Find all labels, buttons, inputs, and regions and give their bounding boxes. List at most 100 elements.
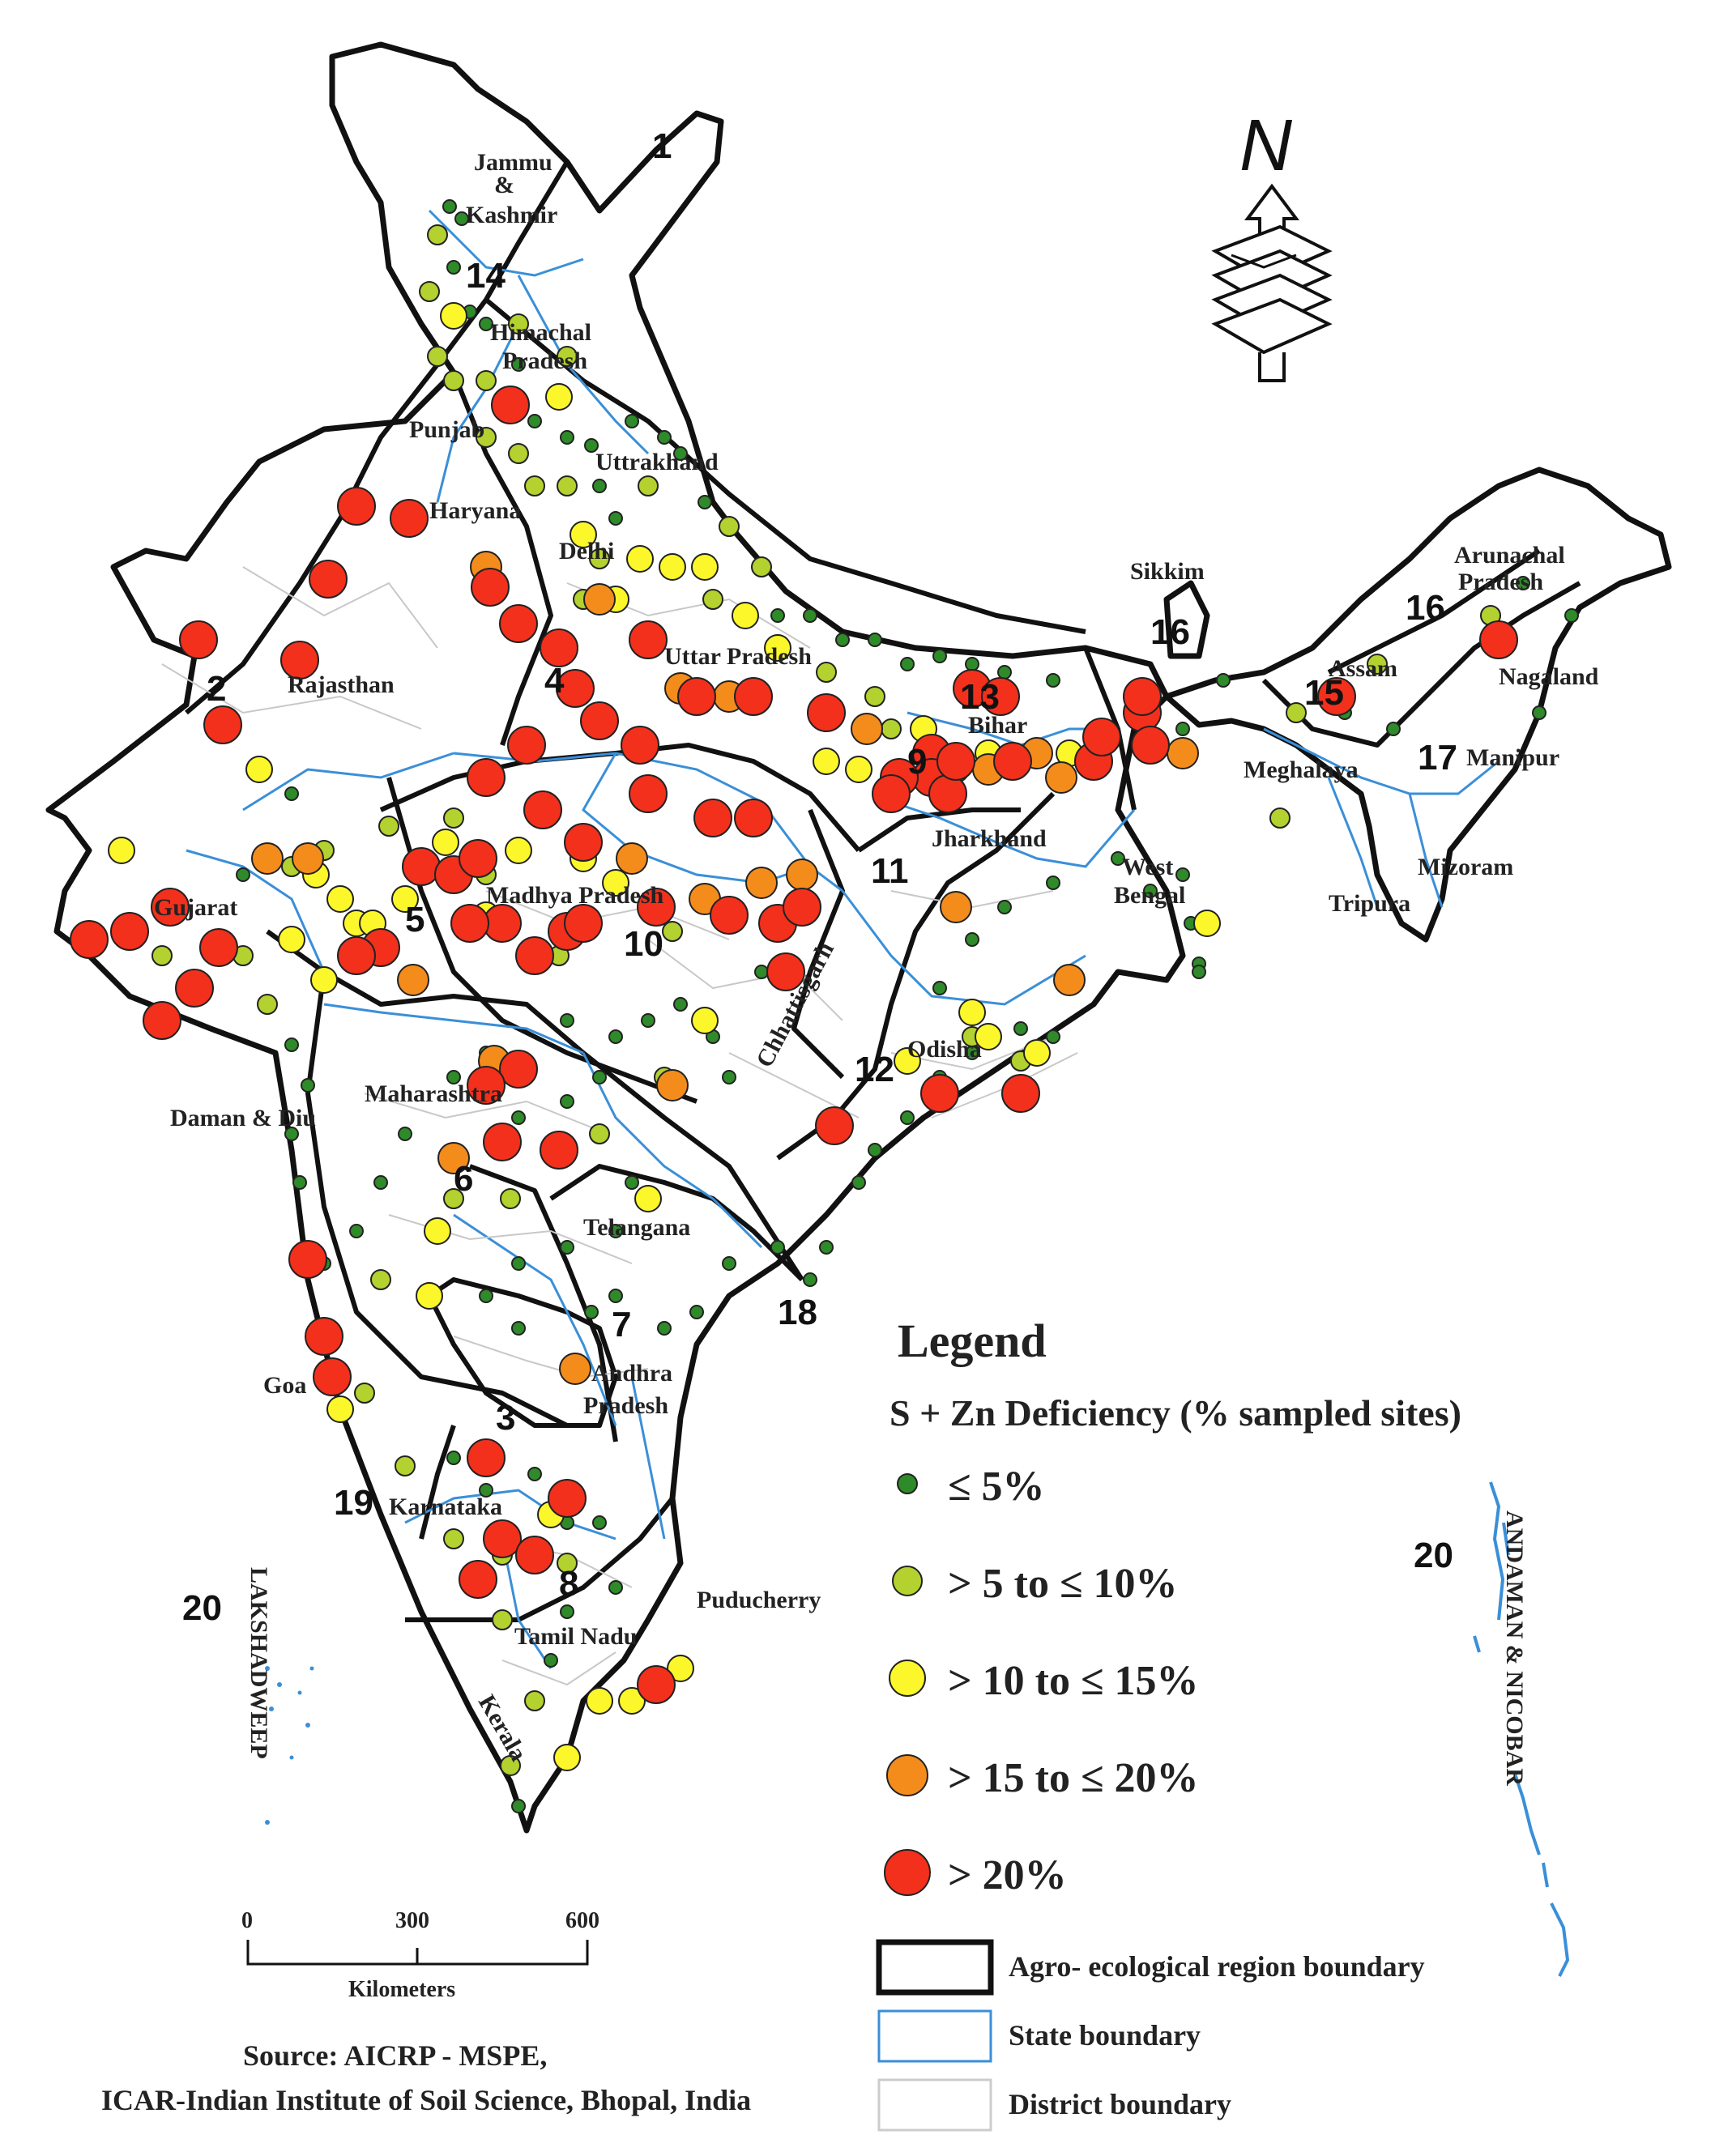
region-5: 5	[405, 900, 424, 940]
label-telangana: Telangana	[583, 1214, 690, 1241]
label-assam: Assam	[1329, 655, 1397, 682]
label-rajasthan: Rajasthan	[288, 671, 395, 698]
legend-swatch-1	[897, 1473, 918, 1494]
region-16-ne: 16	[1406, 588, 1445, 628]
label-tamil-nadu: Tamil Nadu	[514, 1623, 637, 1650]
legend-label-2: > 5 to ≤ 10%	[948, 1561, 1178, 1607]
legend-swatch-2	[892, 1566, 923, 1596]
label-ampersand: &	[494, 172, 514, 198]
andaman-nicobar-islands	[1473, 1481, 1570, 1977]
region-6: 6	[454, 1159, 473, 1199]
label-andhra-pradesh: Pradesh	[583, 1392, 668, 1419]
sites-class-2	[151, 224, 1501, 1776]
label-daman-diu: Daman & Diu	[170, 1105, 316, 1131]
region-20-lakshadweep: 20	[182, 1588, 222, 1628]
legend-swatch-5	[884, 1849, 931, 1896]
district-boundaries	[161, 566, 1078, 1686]
legend-label-agro: Agro- ecological region boundary	[1009, 1950, 1425, 1983]
legend-label-5: > 20%	[948, 1852, 1067, 1898]
label-tripura: Tripura	[1329, 890, 1410, 917]
scale-unit: Kilometers	[348, 1977, 455, 2002]
label-uttar-pradesh: Uttar Pradesh	[664, 643, 812, 670]
region-3: 3	[496, 1398, 515, 1438]
legend-label-state: State boundary	[1009, 2019, 1201, 2052]
region-2: 2	[207, 669, 226, 709]
north-letter: N	[1239, 105, 1293, 186]
region-13: 13	[960, 677, 1000, 717]
label-maharashtra: Maharashtra	[365, 1080, 502, 1107]
scale-tick-0: 0	[241, 1908, 253, 1933]
region-17: 17	[1418, 738, 1457, 778]
label-andaman-nicobar: ANDAMAN & NICOBAR	[1501, 1510, 1528, 1786]
label-haryana: Haryana	[429, 497, 521, 524]
legend-swatch-3	[889, 1660, 926, 1697]
source-line-1: Source: AICRP - MSPE,	[243, 2039, 547, 2072]
legend-swatch-state	[877, 2009, 992, 2063]
label-madhya-pradesh: Madhya Pradesh	[486, 882, 664, 909]
sites-class-1	[236, 199, 1579, 1813]
label-mizoram: Mizoram	[1418, 854, 1513, 880]
label-delhi: Delhi	[559, 538, 614, 565]
source-line-2: ICAR-Indian Institute of Soil Science, B…	[101, 2084, 751, 2116]
label-kashmir: Kashmir	[466, 202, 557, 228]
label-jammu: Jammu	[474, 149, 552, 176]
legend-swatch-agro	[876, 1939, 994, 1996]
region-1: 1	[652, 126, 672, 166]
region-12: 12	[855, 1050, 894, 1089]
label-bengal: Bengal	[1114, 882, 1185, 909]
region-16-sikkim: 16	[1150, 612, 1190, 652]
sites-class-4	[251, 551, 1199, 1385]
legend-title: Legend	[898, 1314, 1047, 1367]
label-arunachal: Arunachal	[1454, 542, 1565, 569]
label-puducherry: Puducherry	[697, 1587, 821, 1613]
legend-subtitle: S + Zn Deficiency (% sampled sites)	[889, 1392, 1461, 1434]
scale-bar: 0 300 600 Kilometers	[241, 1908, 599, 2002]
region-numbers: 1 2 3 4 5 6 7 8 9 10 11 12 13 14 15 16 1…	[182, 126, 1457, 1628]
legend-swatch-4	[886, 1754, 928, 1796]
label-odisha: Odisha	[907, 1036, 982, 1063]
label-gujarat: Gujarat	[154, 894, 237, 921]
label-himachal-pradesh: Pradesh	[502, 347, 587, 374]
legend-swatch-district	[877, 2078, 992, 2132]
label-nagaland: Nagaland	[1499, 663, 1599, 690]
legend-label-3: > 10 to ≤ 15%	[948, 1658, 1199, 1704]
legend-label-district: District boundary	[1009, 2088, 1231, 2120]
state-boundaries	[186, 209, 1500, 1669]
label-uttrakhand: Uttrakhand	[595, 449, 719, 475]
region-10: 10	[624, 924, 663, 964]
scale-tick-300: 300	[395, 1908, 429, 1933]
label-karnataka: Karnataka	[389, 1493, 502, 1520]
label-arunachal-pradesh: Pradesh	[1458, 569, 1543, 595]
lakshadweep-islands	[265, 1666, 314, 1825]
label-goa: Goa	[263, 1372, 306, 1399]
scale-tick-600: 600	[565, 1908, 599, 1933]
region-18: 18	[778, 1293, 817, 1332]
region-15: 15	[1304, 673, 1344, 713]
sample-sites	[70, 199, 1579, 1813]
label-punjab: Punjab	[409, 416, 484, 443]
legend-label-4: > 15 to ≤ 20%	[948, 1755, 1199, 1801]
region-19: 19	[334, 1483, 373, 1523]
agro-ecological-boundaries	[185, 160, 1581, 1622]
sites-class-5	[70, 386, 1518, 1704]
label-lakshadweep: LAKSHADWEEP	[245, 1567, 272, 1759]
sikkim-outline	[1163, 580, 1210, 659]
label-west: West	[1122, 854, 1173, 880]
legend: Legend S + Zn Deficiency (% sampled site…	[876, 1314, 1461, 2132]
label-manipur: Manipur	[1466, 744, 1559, 771]
label-jharkhand: Jharkhand	[932, 825, 1047, 852]
region-11: 11	[871, 851, 909, 891]
compass-icon	[1211, 183, 1333, 382]
region-9: 9	[907, 742, 927, 782]
label-himachal: Himachal	[490, 319, 591, 346]
source-note: Source: AICRP - MSPE, ICAR-Indian Instit…	[101, 2039, 751, 2116]
north-arrow: N	[1211, 105, 1333, 382]
region-8: 8	[559, 1564, 578, 1604]
label-bihar: Bihar	[968, 712, 1027, 739]
legend-label-1: ≤ 5%	[948, 1464, 1045, 1510]
region-4: 4	[544, 661, 565, 701]
label-meghalaya: Meghalaya	[1244, 756, 1359, 783]
label-andhra: Andhra	[591, 1360, 672, 1387]
region-7: 7	[612, 1305, 631, 1344]
